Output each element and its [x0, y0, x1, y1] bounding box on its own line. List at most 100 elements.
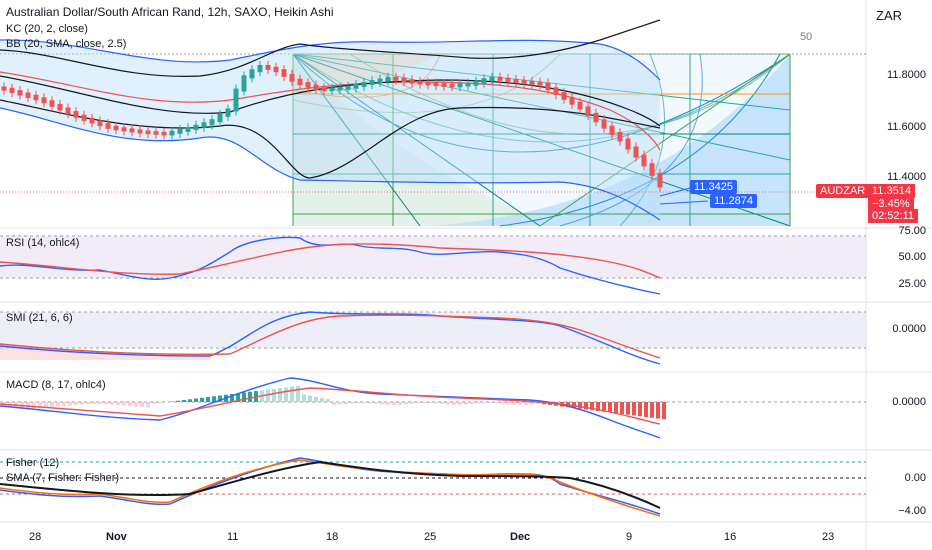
candle[interactable]	[441, 83, 447, 87]
candle[interactable]	[545, 82, 551, 91]
candle[interactable]	[297, 78, 303, 86]
candle[interactable]	[249, 69, 255, 79]
candle[interactable]	[105, 123, 111, 129]
candle[interactable]	[145, 130, 151, 135]
candle[interactable]	[225, 108, 231, 117]
candle[interactable]	[337, 86, 343, 91]
candle[interactable]	[161, 131, 167, 136]
candle[interactable]	[457, 83, 463, 88]
candle[interactable]	[649, 163, 655, 176]
candle[interactable]	[377, 78, 383, 84]
candle[interactable]	[593, 112, 599, 123]
candle[interactable]	[265, 64, 271, 70]
candle[interactable]	[553, 87, 559, 96]
candle[interactable]	[361, 81, 367, 87]
candle[interactable]	[609, 125, 615, 136]
candle[interactable]	[129, 128, 135, 133]
bb-legend[interactable]: BB (20, SMA, close, 2.5)	[6, 38, 127, 50]
candle[interactable]	[513, 78, 519, 83]
candle[interactable]	[585, 106, 591, 116]
candle[interactable]	[345, 85, 351, 90]
candle[interactable]	[321, 87, 327, 92]
candle[interactable]	[241, 75, 247, 92]
candle[interactable]	[465, 82, 471, 87]
candle[interactable]	[209, 119, 215, 126]
candle[interactable]	[449, 83, 455, 88]
candle[interactable]	[529, 80, 535, 85]
candle[interactable]	[121, 127, 127, 132]
kc-legend[interactable]: KC (20, 2, close)	[6, 23, 88, 35]
candle[interactable]	[41, 97, 47, 104]
candle[interactable]	[73, 111, 79, 118]
candle[interactable]	[217, 113, 223, 123]
candle[interactable]	[137, 129, 143, 134]
time-tick: 25	[424, 531, 437, 543]
candle[interactable]	[561, 92, 567, 100]
candle[interactable]	[657, 172, 663, 188]
candle[interactable]	[97, 120, 103, 127]
candle[interactable]	[57, 103, 63, 111]
candle[interactable]	[497, 76, 503, 81]
candle[interactable]	[201, 122, 207, 128]
candle[interactable]	[617, 132, 623, 142]
candle[interactable]	[305, 82, 311, 88]
candle[interactable]	[401, 77, 407, 83]
candle[interactable]	[417, 80, 423, 85]
candle[interactable]	[601, 119, 607, 129]
candle[interactable]	[313, 84, 319, 91]
candle[interactable]	[113, 125, 119, 131]
candle[interactable]	[425, 81, 431, 86]
candle[interactable]	[257, 64, 263, 73]
candle[interactable]	[489, 76, 495, 82]
candle[interactable]	[233, 88, 239, 112]
currency-label[interactable]: ZAR	[876, 8, 902, 23]
macd-bar	[218, 395, 222, 402]
candle[interactable]	[273, 66, 279, 73]
marker-price-b[interactable]: 11.2874	[710, 194, 757, 208]
candle[interactable]	[89, 117, 95, 124]
rsi-legend[interactable]: RSI (14, ohlc4)	[6, 237, 80, 249]
candle[interactable]	[521, 79, 527, 84]
candle[interactable]	[577, 101, 583, 110]
candle[interactable]	[185, 126, 191, 132]
candle[interactable]	[153, 131, 159, 135]
candle[interactable]	[641, 154, 647, 167]
macd-bar	[332, 402, 336, 405]
candle[interactable]	[625, 138, 631, 150]
candle[interactable]	[481, 78, 487, 84]
candle[interactable]	[33, 94, 39, 101]
heikin-ashi-candles[interactable]	[1, 60, 663, 192]
candle[interactable]	[169, 130, 175, 136]
candle[interactable]	[393, 76, 399, 81]
candle[interactable]	[409, 79, 415, 84]
candle[interactable]	[537, 81, 543, 86]
smi-legend[interactable]: SMI (21, 6, 6)	[6, 312, 73, 324]
marker-price-a[interactable]: 11.3425	[690, 180, 737, 194]
candle[interactable]	[369, 80, 375, 85]
candle[interactable]	[633, 146, 639, 158]
last-price-tag: 11.3514	[868, 184, 915, 198]
candle[interactable]	[289, 73, 295, 82]
candle[interactable]	[193, 124, 199, 130]
candle[interactable]	[569, 96, 575, 105]
candle[interactable]	[81, 114, 87, 121]
candle[interactable]	[25, 92, 31, 98]
candle[interactable]	[281, 69, 287, 77]
macd-tick: 0.0000	[892, 396, 926, 408]
candle[interactable]	[17, 90, 23, 96]
macd-legend[interactable]: MACD (8, 17, ohlc4)	[6, 379, 106, 391]
candle[interactable]	[1, 86, 7, 91]
candle[interactable]	[433, 82, 439, 87]
candle[interactable]	[49, 100, 55, 107]
fisher-legend[interactable]: Fisher (12)	[6, 457, 60, 469]
candle[interactable]	[329, 87, 335, 92]
fisher-sma-legend[interactable]: SMA (7, Fisher: Fisher)	[6, 472, 120, 484]
candle[interactable]	[505, 77, 511, 82]
candle[interactable]	[385, 76, 391, 82]
candle[interactable]	[353, 83, 359, 89]
candle[interactable]	[177, 128, 183, 134]
candle[interactable]	[473, 80, 479, 86]
candle[interactable]	[9, 87, 15, 94]
candle[interactable]	[65, 107, 71, 115]
